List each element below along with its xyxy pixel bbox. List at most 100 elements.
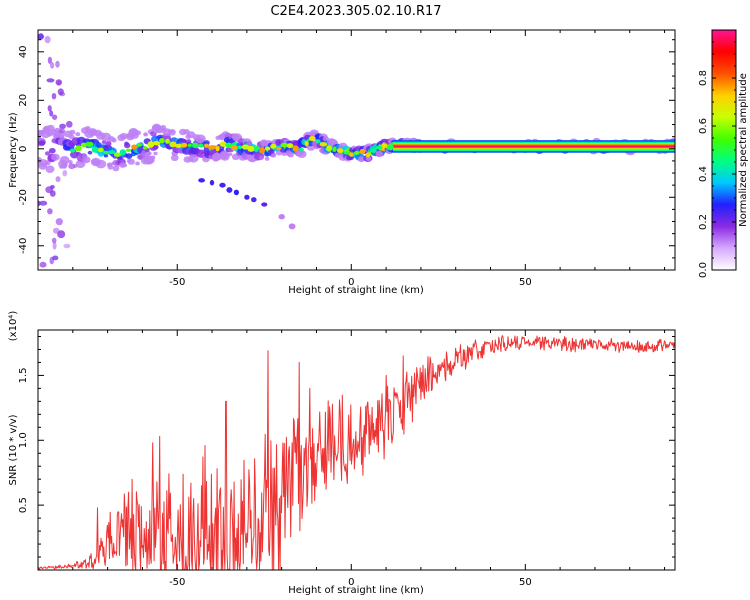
spectrogram-cell: [67, 160, 73, 164]
spectrogram-cell: [127, 158, 135, 165]
x-tick-label: 0: [348, 577, 354, 588]
spectrogram-cell: [44, 151, 51, 156]
spectrogram-cell: [152, 144, 159, 150]
spectrogram-peak: [276, 146, 282, 151]
spectrogram-cell: [188, 154, 199, 163]
spectrogram-scatter-cell: [52, 255, 59, 261]
spectrogram-scatter-cell: [38, 33, 44, 40]
spectrogram-ticks: -50 0 50 -40 -20 0 20 40: [18, 30, 675, 288]
spectrogram-peak: [181, 142, 188, 148]
spectrogram-peak: [208, 145, 216, 150]
spectrogram-peak: [152, 141, 161, 146]
spectrogram-scatter-cell: [57, 230, 66, 239]
colorbar-tick-label: 0.0: [698, 262, 709, 278]
spectrogram-scatter-cell: [55, 60, 60, 68]
spectrogram-scatter-cell: [55, 176, 61, 183]
spectrogram-peak: [365, 152, 371, 158]
spectrogram-cell: [297, 150, 307, 159]
spectrogram-cell: [82, 156, 91, 164]
spectrogram-peak: [370, 148, 377, 153]
spectrogram-branch-cell: [278, 214, 285, 220]
spectrogram-peak: [165, 138, 170, 144]
spectrogram-peak: [354, 150, 360, 155]
y-tick-label: 1.5: [18, 367, 29, 383]
spectrogram-frame: [37, 29, 676, 271]
spectrogram-branch-cell: [219, 182, 226, 188]
spectrogram-branch-cell: [251, 197, 257, 203]
spectrogram-cell: [87, 150, 93, 155]
spectrogram-cell: [125, 153, 133, 159]
spectrogram-peak: [187, 143, 192, 147]
snr-yscale-label: (x10⁴): [8, 311, 19, 342]
spectrogram-peak: [253, 145, 260, 151]
spectrogram-peak: [119, 149, 127, 156]
spectrogram-ridge-band: [393, 145, 675, 148]
spectrogram-scatter-cell: [55, 79, 63, 86]
spectrogram-peak: [175, 143, 183, 148]
spectrogram-branch-cell: [261, 202, 268, 207]
spectrogram-cell: [112, 165, 120, 172]
colorbar-tick-label: 0.6: [698, 118, 709, 134]
spectrogram-peak: [192, 142, 199, 149]
spectrogram-scatter-cell: [44, 35, 51, 44]
spectrogram-peak: [247, 145, 255, 152]
spectrogram-branch-cell: [226, 187, 233, 193]
spectrogram-peak: [375, 145, 383, 150]
spectrogram-scatter-cell: [63, 243, 71, 249]
spectrogram-peak: [85, 141, 94, 147]
spectrogram-peak: [359, 148, 366, 155]
spectrogram-cell: [111, 138, 117, 143]
spectrogram-scatter-cell: [62, 170, 68, 177]
spectrogram-peak: [159, 138, 165, 144]
spectrogram-peak: [80, 142, 87, 148]
spectrogram-peak: [265, 146, 271, 151]
spectrogram-cell: [170, 154, 179, 161]
spectrogram-cell: [124, 142, 131, 149]
snr-xlabel: Height of straight line (km): [288, 585, 424, 596]
y-tick-label: 0: [18, 146, 29, 152]
y-tick-label: 0.5: [18, 497, 29, 513]
spectrogram-cell: [38, 162, 48, 170]
spectrogram-cell: [38, 140, 46, 146]
spectrogram-scatter-cell: [59, 123, 66, 129]
spectrogram-peak: [237, 145, 243, 149]
colorbar-tick-label: 0.8: [698, 70, 709, 86]
spectrogram-peak: [298, 147, 304, 152]
colorbar-tick-label: 0.2: [698, 214, 709, 230]
spectrogram-peak: [147, 141, 155, 148]
spectrogram-peak: [286, 143, 294, 149]
spectrogram-cell: [75, 132, 81, 137]
spectrogram-peak: [70, 148, 76, 153]
spectrogram-peak: [308, 136, 316, 141]
spectrogram-cell: [258, 155, 264, 160]
spectrogram-peak: [349, 152, 354, 157]
spectrogram-branch-cell: [288, 223, 296, 230]
colorbar: 0.0 0.2 0.4 0.6 0.8 Normalized spectral ampl…: [698, 29, 749, 278]
figure-title: C2E4.2023.305.02.10.R17: [270, 4, 441, 19]
spectrogram-peak: [108, 150, 116, 155]
snr-series-line: [38, 335, 675, 570]
spectrogram-peak: [219, 141, 227, 147]
spectrogram-peak: [198, 143, 204, 148]
spectrogram-cell: [181, 139, 187, 144]
spectrogram-cell: [143, 132, 149, 137]
y-tick-label: 1.0: [18, 432, 29, 448]
spectrogram-scatter-cell: [39, 200, 48, 206]
spectrogram-scatter-cell: [47, 105, 52, 112]
spectrogram-cell: [103, 153, 109, 158]
spectrogram-peak: [103, 150, 110, 155]
snr-ylabel: SNR (10 * v/v): [8, 414, 19, 485]
spectrogram-cell: [59, 156, 70, 165]
spectrogram-peak: [142, 146, 148, 150]
spectrogram-branch-cell: [209, 179, 215, 186]
spectrogram-peak: [319, 142, 328, 147]
spectrogram-peak: [97, 147, 104, 153]
spectrogram-scatter-cell: [47, 208, 53, 215]
spectrogram-cell: [195, 134, 206, 144]
spectrogram-cell: [48, 147, 56, 154]
x-tick-label: 50: [519, 577, 532, 588]
spectrogram-scatter-cell: [55, 218, 63, 226]
spectrogram-scatter-cell: [52, 241, 57, 250]
colorbar-tick-label: 0.4: [698, 166, 709, 182]
spectrogram-scatter-cell: [51, 237, 57, 244]
